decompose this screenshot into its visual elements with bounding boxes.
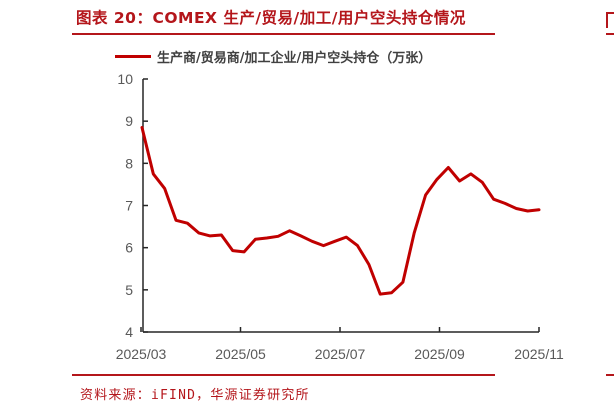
y-tick-label: 4 — [125, 324, 133, 340]
source-note: 资料来源：iFIND，华源证券研究所 — [80, 388, 310, 403]
adjacent-figure-title-fragment — [606, 12, 614, 28]
x-axis: 2025/03 2025/05 2025/07 2025/09 2025/11 — [116, 327, 564, 362]
x-tick-label: 2025/05 — [215, 346, 266, 362]
x-tick-label: 2025/11 — [514, 346, 564, 362]
y-axis: 4 5 6 7 8 9 10 — [117, 71, 148, 340]
legend-line-swatch — [115, 54, 151, 58]
x-tick-label: 2025/03 — [116, 346, 167, 362]
y-tick-label: 9 — [125, 113, 133, 129]
adjacent-figure-footer-divider — [606, 374, 614, 376]
figure-title: 图表 20：COMEX 生产/贸易/加工/用户空头持仓情况 — [76, 9, 466, 27]
y-tick-label: 8 — [125, 155, 133, 171]
footer-divider — [72, 374, 495, 376]
data-series-line — [140, 126, 541, 296]
y-tick-label: 10 — [117, 71, 133, 87]
legend-label: 生产商/贸易商/加工企业/用户空头持仓（万张） — [157, 50, 432, 66]
adjacent-figure-title-divider — [606, 33, 614, 35]
chart-legend: 生产商/贸易商/加工企业/用户空头持仓（万张） — [115, 46, 431, 66]
y-tick-label: 5 — [125, 282, 133, 298]
x-tick-label: 2025/07 — [315, 346, 366, 362]
y-tick-label: 7 — [125, 198, 133, 214]
x-tick-label: 2025/09 — [414, 346, 465, 362]
y-tick-label: 6 — [125, 240, 133, 256]
title-divider — [72, 33, 495, 35]
